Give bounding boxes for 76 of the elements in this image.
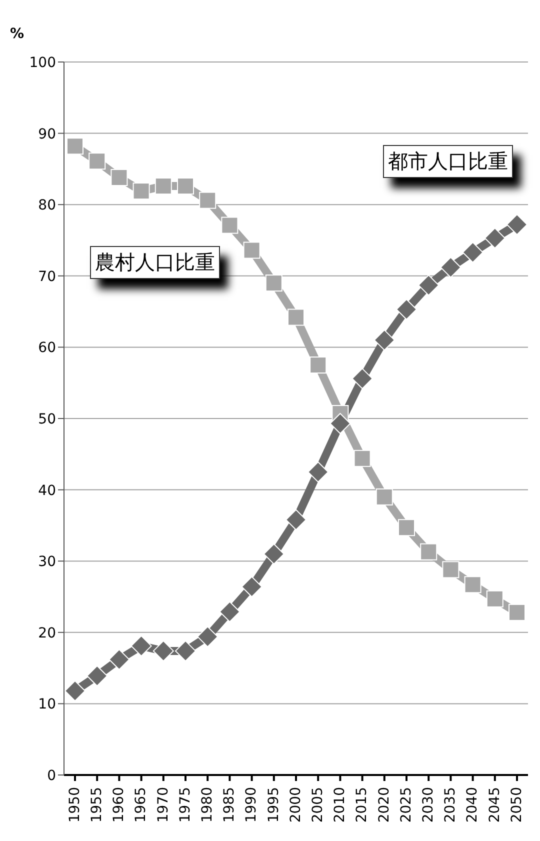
x-tick-label: 1970 [155,787,172,823]
point [219,601,240,622]
point [265,274,282,292]
x-tick-label: 2025 [398,787,414,823]
point [374,330,395,351]
point [108,648,130,670]
y-tick-label: 60 [38,340,56,356]
x-tick-label: 1975 [177,787,194,823]
y-tick-label: 80 [38,198,56,214]
point [462,242,484,263]
point [263,543,284,564]
point [420,543,438,560]
point [154,178,172,195]
x-tick-label: 2035 [442,787,459,823]
point [484,228,506,249]
point [221,216,238,234]
y-tick-label: 40 [38,482,56,499]
point [418,274,440,296]
point [197,626,218,648]
x-tick-label: 1985 [222,787,238,823]
point [352,368,373,390]
point [86,665,108,686]
x-tick-label: 2045 [486,787,503,823]
y-tick-label: 100 [29,54,56,71]
x-tick-label: 2015 [354,787,370,823]
point [310,356,327,374]
x-tick-label: 1980 [200,787,216,823]
x-tick-label: 1995 [266,787,282,823]
point [354,450,371,467]
series-label: 農村人口比重 [90,246,220,279]
point [88,152,106,170]
x-tick-label: 1955 [89,787,106,823]
y-tick-label: 90 [38,126,56,142]
x-tick-label: 1990 [244,787,260,823]
point [330,412,351,434]
point [199,192,216,209]
y-tick-label: 0 [47,768,56,784]
x-tick-label: 2010 [332,787,348,823]
point [508,604,526,621]
x-tick-label: 1950 [66,787,83,823]
point [64,680,86,702]
point [464,576,482,594]
y-tick-label: 50 [38,411,56,428]
point [241,576,262,598]
point [440,256,462,278]
x-tick-label: 2000 [288,787,304,823]
y-tick-label: 30 [38,554,56,570]
x-tick-label: 2020 [376,787,392,823]
text: 都市人口比重 [383,145,513,178]
point [152,640,174,662]
point [132,182,150,200]
point [506,214,528,236]
point [486,590,504,608]
point [243,242,260,259]
point [308,461,329,482]
point [175,640,196,662]
x-tick-label: 2050 [508,787,525,823]
point [442,561,460,578]
point [177,178,194,195]
x-tick-label: 2040 [464,787,481,823]
y-tick-label: 10 [38,696,56,713]
point [286,509,306,530]
point [376,488,393,506]
x-tick-label: 1960 [111,787,128,823]
point [110,169,128,186]
x-tick-label: 2005 [310,787,326,823]
x-tick-label: 2030 [420,787,437,823]
point [66,138,84,155]
point [288,308,304,326]
point [396,298,417,320]
y-axis-title: % [10,26,24,42]
y-tick-label: 20 [38,625,56,642]
x-tick-label: 1965 [133,787,150,823]
point [398,519,415,536]
point [130,635,152,656]
y-tick-label: 70 [38,268,56,285]
